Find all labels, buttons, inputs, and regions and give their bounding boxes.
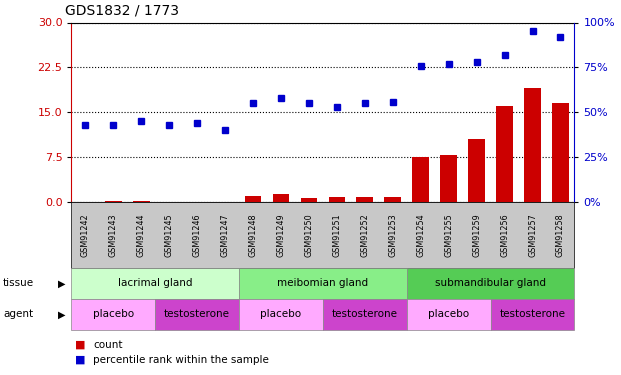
Text: GSM91258: GSM91258 — [556, 213, 565, 257]
Text: GSM91242: GSM91242 — [81, 213, 90, 257]
Bar — [161, 201, 178, 202]
Bar — [105, 201, 122, 202]
Text: GSM91256: GSM91256 — [500, 213, 509, 257]
Bar — [440, 155, 457, 202]
Bar — [273, 194, 289, 202]
Text: GSM91246: GSM91246 — [193, 213, 202, 256]
Text: lacrimal gland: lacrimal gland — [118, 278, 193, 288]
Text: meibomian gland: meibomian gland — [278, 278, 368, 288]
Text: GSM91250: GSM91250 — [304, 213, 314, 257]
Text: placebo: placebo — [260, 309, 302, 320]
Text: GSM91259: GSM91259 — [472, 213, 481, 257]
Text: GSM91248: GSM91248 — [248, 213, 258, 256]
Text: testosterone: testosterone — [164, 309, 230, 320]
Text: ▶: ▶ — [58, 278, 65, 288]
Text: GSM91245: GSM91245 — [165, 213, 174, 257]
Text: ■: ■ — [75, 340, 85, 350]
Bar — [524, 88, 541, 202]
Text: GSM91244: GSM91244 — [137, 213, 146, 256]
Text: GSM91255: GSM91255 — [444, 213, 453, 257]
Text: testosterone: testosterone — [499, 309, 566, 320]
Text: GDS1832 / 1773: GDS1832 / 1773 — [65, 4, 179, 18]
Bar — [77, 201, 94, 202]
Bar — [384, 197, 401, 202]
Bar — [468, 139, 485, 202]
Text: tissue: tissue — [3, 278, 34, 288]
Text: GSM91254: GSM91254 — [416, 213, 425, 257]
Text: percentile rank within the sample: percentile rank within the sample — [93, 355, 269, 365]
Bar — [133, 201, 150, 202]
Text: count: count — [93, 340, 123, 350]
Text: GSM91249: GSM91249 — [276, 213, 286, 257]
Text: ▶: ▶ — [58, 309, 65, 320]
Bar — [552, 104, 569, 202]
Text: GSM91252: GSM91252 — [360, 213, 369, 257]
Bar — [301, 198, 317, 202]
Text: GSM91251: GSM91251 — [332, 213, 342, 257]
Text: submandibular gland: submandibular gland — [435, 278, 546, 288]
Bar — [356, 197, 373, 202]
Text: placebo: placebo — [93, 309, 134, 320]
Bar — [245, 196, 261, 202]
Text: GSM91243: GSM91243 — [109, 213, 118, 256]
Text: agent: agent — [3, 309, 34, 320]
Text: testosterone: testosterone — [332, 309, 398, 320]
Bar — [496, 106, 513, 202]
Text: GSM91247: GSM91247 — [220, 213, 230, 257]
Bar — [189, 201, 206, 202]
Bar — [412, 157, 429, 202]
Text: GSM91253: GSM91253 — [388, 213, 397, 257]
Text: placebo: placebo — [428, 309, 469, 320]
Text: ■: ■ — [75, 355, 85, 365]
Bar — [329, 197, 345, 202]
Text: GSM91257: GSM91257 — [528, 213, 537, 257]
